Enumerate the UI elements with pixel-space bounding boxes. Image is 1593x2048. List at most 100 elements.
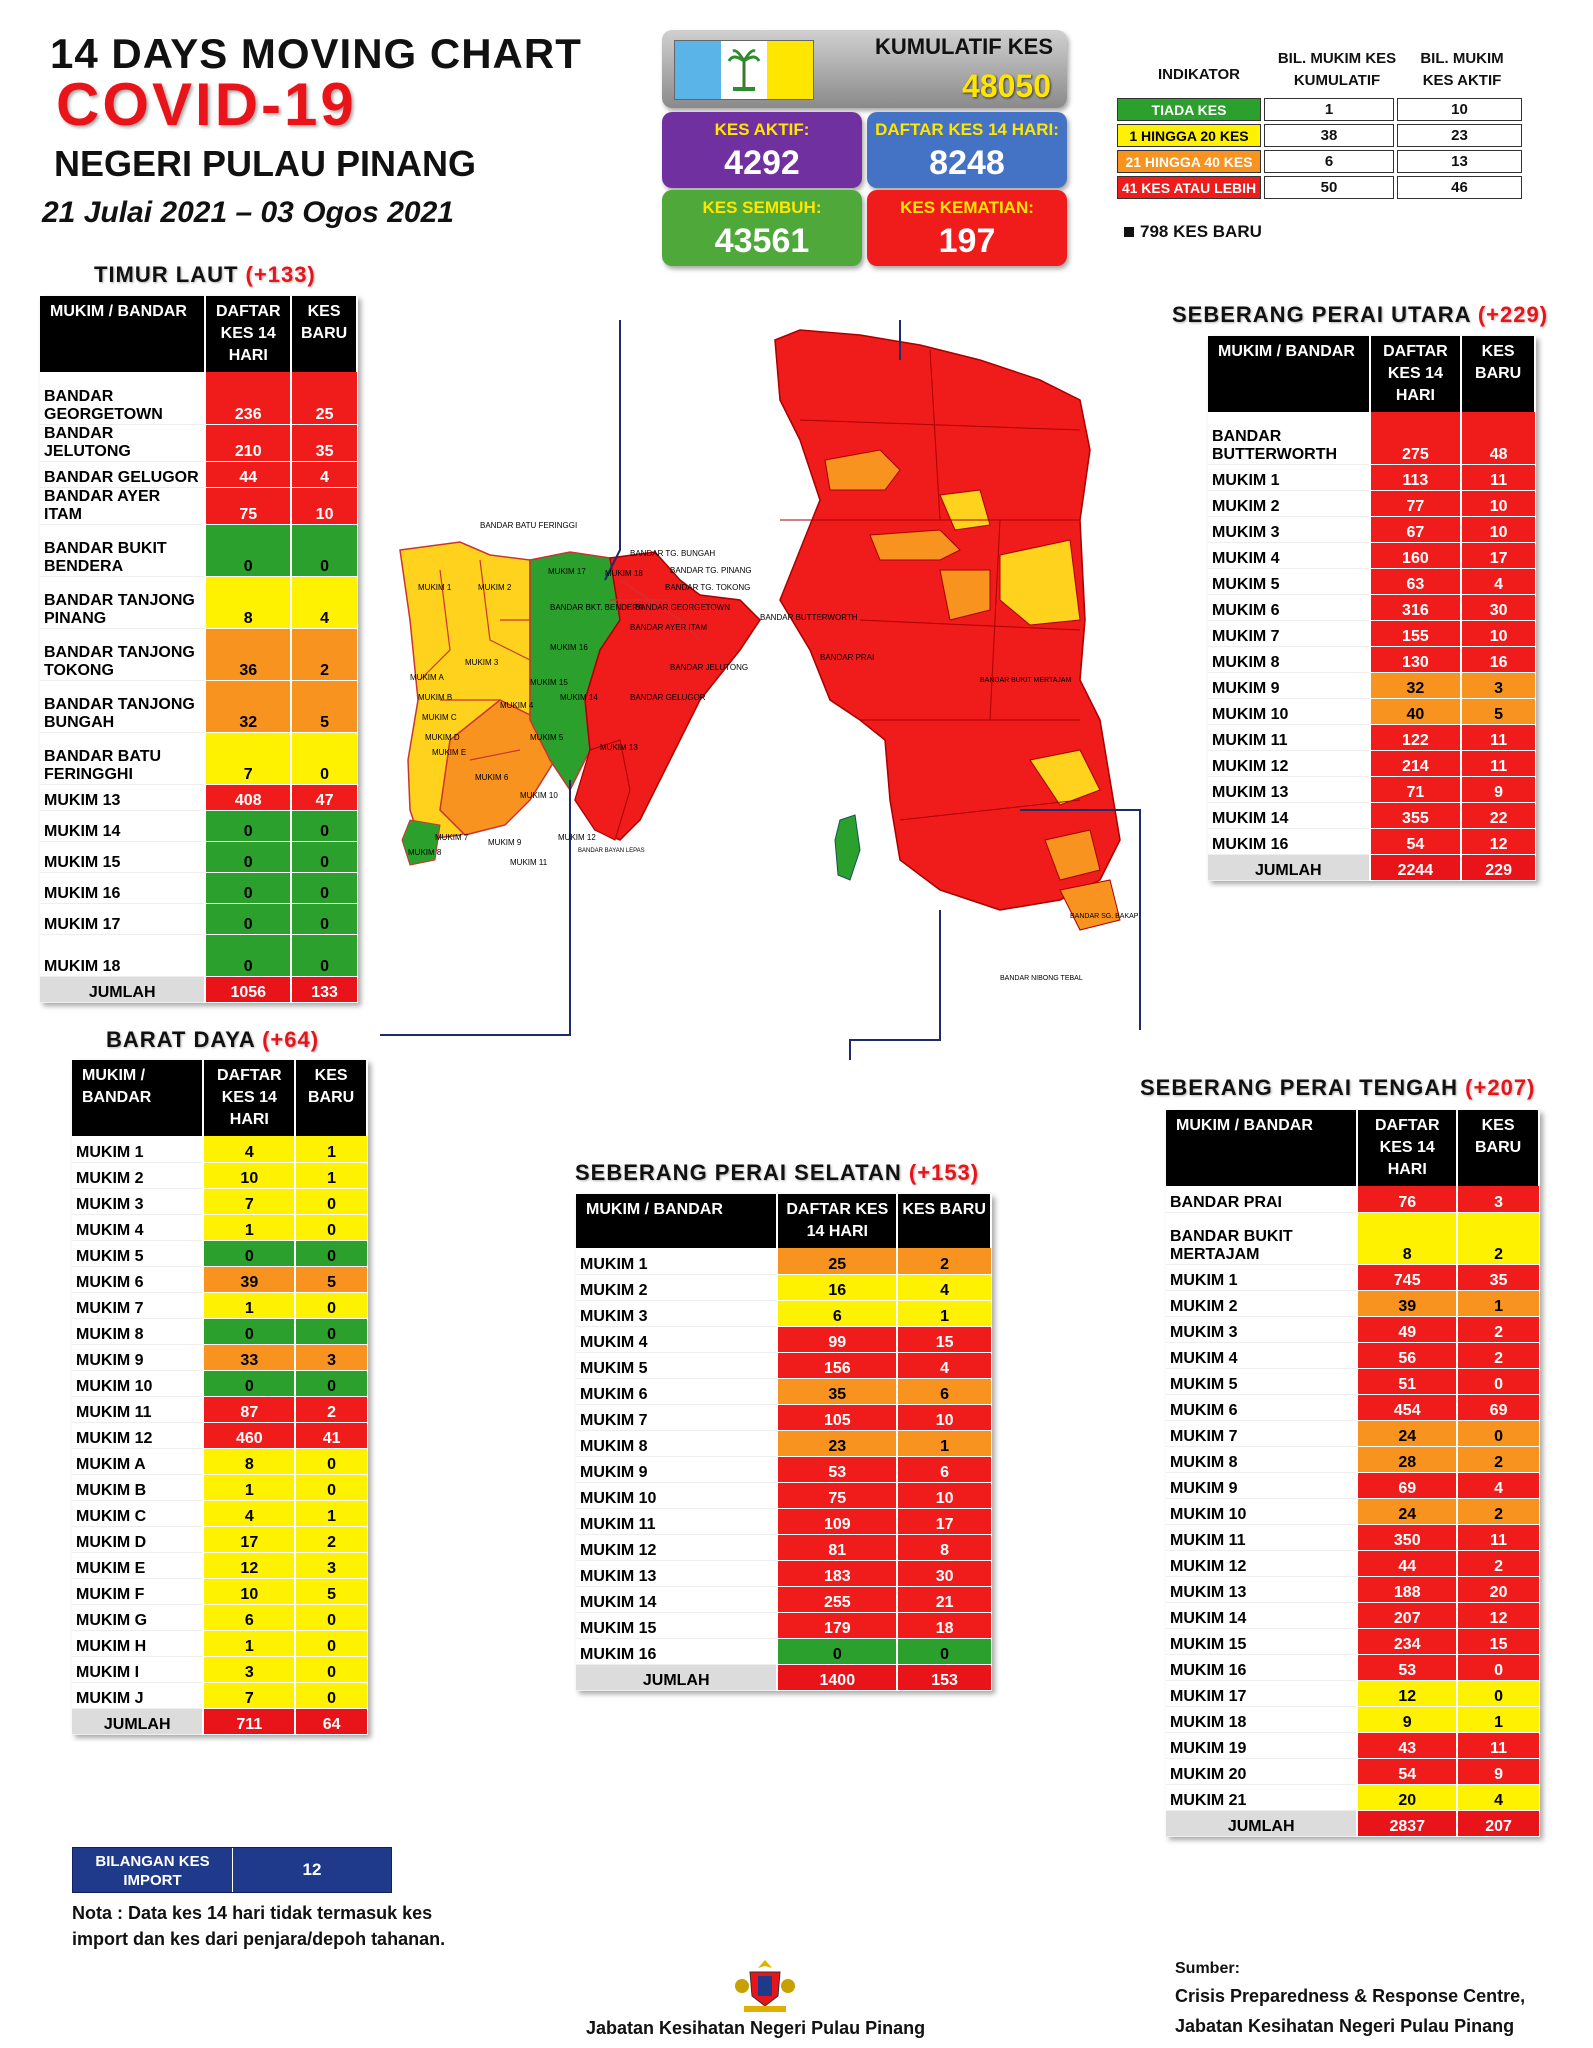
row-name: MUKIM 2 (72, 1162, 204, 1189)
row-daftar: 28 (1356, 1446, 1458, 1473)
total-baru: 64 (294, 1708, 367, 1735)
row-baru: 0 (290, 934, 357, 977)
row-daftar: 454 (1356, 1394, 1458, 1421)
row-baru: 4 (290, 576, 357, 629)
table-row: MUKIM 7 155 10 (1208, 620, 1535, 647)
row-name: MUKIM 1 (576, 1248, 778, 1275)
row-baru: 6 (896, 1456, 991, 1483)
row-baru: 10 (1460, 490, 1535, 517)
table-row: MUKIM 3 67 10 (1208, 516, 1535, 543)
barat-daya-table: MUKIM / BANDAR DAFTAR KES 14 HARI KES BARU… (72, 1060, 368, 1735)
row-daftar: 17 (202, 1526, 296, 1553)
indicator-kumulatif: 50 (1264, 176, 1394, 199)
row-name: MUKIM F (72, 1578, 204, 1605)
row-daftar: 155 (1368, 620, 1462, 647)
col-daftar: DAFTAR KES 14 HARI (777, 1194, 899, 1248)
row-daftar: 12 (1356, 1680, 1458, 1707)
table-row: MUKIM 11 350 11 (1166, 1524, 1539, 1551)
indicator-aktif: 10 (1397, 98, 1522, 121)
row-name: MUKIM 15 (576, 1612, 778, 1639)
chart-heading: 14 DAYS MOVING CHART (50, 30, 582, 77)
row-daftar: 8 (204, 576, 292, 629)
row-daftar: 40 (1368, 698, 1462, 725)
row-baru: 11 (1460, 750, 1535, 777)
mainland-orange-1 (824, 449, 901, 491)
total-daftar: 711 (202, 1708, 296, 1735)
map-label-mukim16: MUKIM 16 (550, 643, 588, 652)
table-row: MUKIM 4 160 17 (1208, 542, 1535, 569)
total-label: JUMLAH (1208, 854, 1370, 881)
map-label-sg-bakap: BANDAR SG. BAKAP (1070, 913, 1139, 920)
row-baru: 12 (1456, 1602, 1539, 1629)
row-name: MUKIM 4 (576, 1326, 778, 1353)
table-row: MUKIM 16 0 0 (40, 872, 357, 904)
row-baru: 2 (1456, 1316, 1539, 1343)
row-daftar: 23 (776, 1430, 898, 1457)
row-name: MUKIM H (72, 1630, 204, 1657)
map-label-bd-mukim12: MUKIM 12 (558, 833, 596, 842)
kematian-panel: KES KEMATIAN: 197 (867, 190, 1067, 266)
row-name: MUKIM 7 (576, 1404, 778, 1431)
row-baru: 0 (290, 872, 357, 904)
row-baru: 2 (1456, 1446, 1539, 1473)
row-name: MUKIM 6 (1166, 1394, 1358, 1421)
row-daftar: 109 (776, 1508, 898, 1535)
row-daftar: 236 (204, 372, 292, 425)
row-baru: 4 (1456, 1784, 1539, 1811)
import-label: BILANGAN KES IMPORT (73, 1848, 233, 1892)
row-daftar: 0 (202, 1318, 296, 1345)
row-baru: 10 (1460, 620, 1535, 647)
row-baru: 2 (1456, 1342, 1539, 1369)
row-daftar: 24 (1356, 1420, 1458, 1447)
table-row: MUKIM 7 105 10 (576, 1404, 991, 1431)
row-daftar: 0 (204, 810, 292, 842)
indicator-aktif: 23 (1397, 124, 1522, 147)
row-daftar: 355 (1368, 802, 1462, 829)
row-name: MUKIM 15 (40, 841, 206, 873)
row-baru: 41 (294, 1422, 367, 1449)
row-name: BANDAR TANJONG BUNGAH (40, 680, 206, 733)
row-name: MUKIM 16 (40, 872, 206, 904)
row-name: MUKIM 10 (1166, 1498, 1358, 1525)
row-daftar: 156 (776, 1352, 898, 1379)
leader-lines (380, 320, 1141, 1060)
penang-flag (674, 40, 814, 100)
map-label-bd-mukim8: MUKIM 8 (408, 848, 442, 857)
table-header-row: MUKIM / BANDAR DAFTAR KES 14 HARI KES BARU (576, 1194, 992, 1248)
row-daftar: 0 (202, 1370, 296, 1397)
table-row: MUKIM 3 49 2 (1166, 1316, 1539, 1343)
aktif-panel: KES AKTIF: 4292 (662, 112, 862, 188)
table-row: BANDAR GELUGOR 44 4 (40, 461, 357, 488)
row-name: MUKIM D (72, 1526, 204, 1553)
row-daftar: 408 (204, 784, 292, 811)
row-name: MUKIM G (72, 1604, 204, 1631)
table-row: MUKIM 13 71 9 (1208, 776, 1535, 803)
row-name: MUKIM 1 (72, 1136, 204, 1163)
island-bayan-lepas (574, 739, 631, 841)
row-name: MUKIM 12 (1166, 1550, 1358, 1577)
jata-negara-crest (735, 1960, 795, 2012)
row-name: MUKIM 4 (1166, 1342, 1358, 1369)
map-label-bd-mukim6: MUKIM 6 (475, 773, 509, 782)
row-name: MUKIM 1 (1208, 464, 1370, 491)
table-row: BANDAR BATU FERINGGHI 7 0 (40, 732, 357, 785)
row-daftar: 32 (204, 680, 292, 733)
col-daftar: DAFTAR KES 14 HARI (205, 296, 293, 372)
map-label-bd-mukim11: MUKIM 11 (510, 858, 548, 867)
row-name: MUKIM 10 (72, 1370, 204, 1397)
table-row: BANDAR JELUTONG 210 35 (40, 424, 357, 462)
row-name: MUKIM 11 (72, 1396, 204, 1423)
table-row: MUKIM 5 51 0 (1166, 1368, 1539, 1395)
row-daftar: 122 (1368, 724, 1462, 751)
map-label-gelugor: BANDAR GELUGOR (630, 693, 706, 702)
table-row: BANDAR TANJONG TOKONG 36 2 (40, 628, 357, 681)
table-row: MUKIM 1 745 35 (1166, 1264, 1539, 1291)
table-row: MUKIM 18 9 1 (1166, 1706, 1539, 1733)
row-baru: 25 (290, 372, 357, 425)
row-baru: 0 (290, 810, 357, 842)
